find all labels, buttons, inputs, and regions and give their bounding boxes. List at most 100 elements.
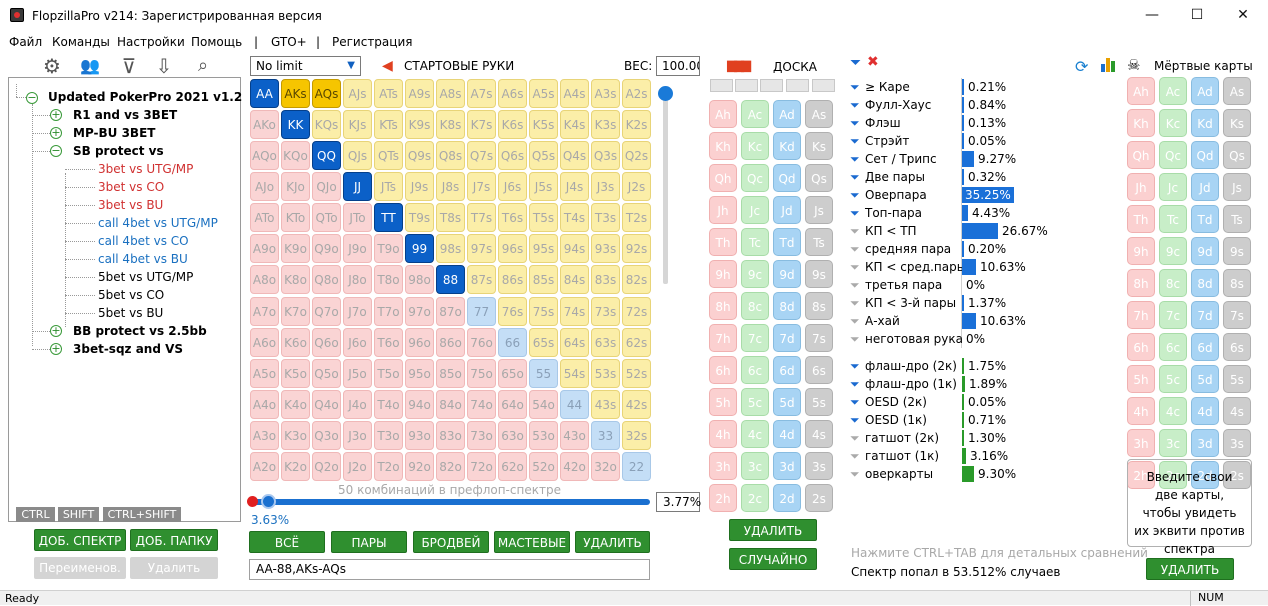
hand-cell[interactable]: 96o <box>405 328 434 357</box>
dead-card[interactable]: 7s <box>1223 301 1251 329</box>
hand-cell[interactable]: JTo <box>343 203 372 232</box>
board-card[interactable]: 5h <box>709 388 737 416</box>
hand-cell[interactable]: 87o <box>436 297 465 326</box>
hand-cell[interactable]: A7o <box>250 297 279 326</box>
dead-card[interactable]: 2d <box>1191 461 1219 489</box>
hand-cell[interactable]: Q4s <box>560 141 589 170</box>
hand-cell[interactable]: 85s <box>529 265 558 294</box>
hand-cell[interactable]: 62o <box>498 452 527 481</box>
dead-card[interactable]: Kh <box>1127 109 1155 137</box>
board-card[interactable]: 8d <box>773 292 801 320</box>
board-card[interactable]: 6h <box>709 356 737 384</box>
board-card[interactable]: 5s <box>805 388 833 416</box>
hand-cell[interactable]: 94s <box>560 234 589 263</box>
board-slot-1[interactable] <box>710 79 733 92</box>
hand-cell[interactable]: K2s <box>622 110 651 139</box>
hand-cell[interactable]: A2o <box>250 452 279 481</box>
dead-card[interactable]: Qd <box>1191 141 1219 169</box>
dead-card[interactable]: 8s <box>1223 269 1251 297</box>
dead-card[interactable]: Js <box>1223 173 1251 201</box>
hand-cell[interactable]: 65o <box>498 359 527 388</box>
tree-node[interactable]: call 4bet vs UTG/MP <box>98 216 218 230</box>
dead-card[interactable]: Th <box>1127 205 1155 233</box>
hand-cell[interactable]: T3o <box>374 421 403 450</box>
board-card[interactable]: 7s <box>805 324 833 352</box>
tree-node[interactable]: R1 and vs 3BET <box>73 108 178 122</box>
board-card[interactable]: 9s <box>805 260 833 288</box>
weight-input[interactable]: 100.00 <box>656 56 700 76</box>
board-card[interactable]: 9c <box>741 260 769 288</box>
hand-cell[interactable]: A4o <box>250 390 279 419</box>
hand-cell[interactable]: 32s <box>622 421 651 450</box>
hand-cell[interactable]: K3s <box>591 110 620 139</box>
hand-cell[interactable]: QQ <box>312 141 341 170</box>
maximize-button[interactable]: ☐ <box>1190 7 1204 23</box>
hand-cell[interactable]: Q6s <box>498 141 527 170</box>
hand-cell[interactable]: K5s <box>529 110 558 139</box>
hand-cell[interactable]: 77 <box>467 297 496 326</box>
filter-icon[interactable]: ⏷ <box>850 224 860 238</box>
refresh-icon[interactable]: ⟳ <box>1075 57 1089 76</box>
hand-cell[interactable]: 73o <box>467 421 496 450</box>
range-text-input[interactable]: AA-88,AKs-AQs <box>249 559 650 580</box>
broadway-button[interactable]: БРОДВЕЙ <box>413 531 489 553</box>
board-slot-4[interactable] <box>786 79 809 92</box>
collapse-icon[interactable]: − <box>26 91 38 104</box>
hand-cell[interactable]: 84o <box>436 390 465 419</box>
hand-cell[interactable]: 42s <box>622 390 651 419</box>
dead-card[interactable]: Ac <box>1159 77 1187 105</box>
hand-cell[interactable]: 52o <box>529 452 558 481</box>
dead-card[interactable]: 6s <box>1223 333 1251 361</box>
hand-cell[interactable]: 64s <box>560 328 589 357</box>
dead-card[interactable]: 9h <box>1127 237 1155 265</box>
gear-icon[interactable]: ⚙ <box>43 54 61 78</box>
hand-cell[interactable]: K7s <box>467 110 496 139</box>
hand-cell[interactable]: T3s <box>591 203 620 232</box>
filter-icon[interactable]: ⏷ <box>850 134 860 148</box>
import-icon[interactable]: ⇩ <box>155 54 173 78</box>
hand-cell[interactable]: 64o <box>498 390 527 419</box>
hand-cell[interactable]: Q3s <box>591 141 620 170</box>
hand-cell[interactable]: T9s <box>405 203 434 232</box>
hand-cell[interactable]: 87s <box>467 265 496 294</box>
menu-help[interactable]: Помощь <box>191 35 243 49</box>
board-random-button[interactable]: СЛУЧАЙНО <box>729 548 817 570</box>
hand-cell[interactable]: A6s <box>498 79 527 108</box>
hand-cell[interactable]: A8o <box>250 265 279 294</box>
dead-card[interactable]: Ah <box>1127 77 1155 105</box>
dead-card[interactable]: 5s <box>1223 365 1251 393</box>
filter-icon[interactable]: ⏷ <box>850 413 860 427</box>
board-card[interactable]: Qs <box>805 164 833 192</box>
dead-card[interactable]: Jd <box>1191 173 1219 201</box>
hand-cell[interactable]: KJs <box>343 110 372 139</box>
board-card[interactable]: Ts <box>805 228 833 256</box>
hand-cell[interactable]: Q9o <box>312 234 341 263</box>
hand-cell[interactable]: 62s <box>622 328 651 357</box>
hand-cell[interactable]: 43o <box>560 421 589 450</box>
dead-card[interactable]: Qh <box>1127 141 1155 169</box>
board-card[interactable]: Td <box>773 228 801 256</box>
hand-cell[interactable]: KK <box>281 110 310 139</box>
weight-slider-thumb[interactable] <box>658 86 673 101</box>
board-card[interactable]: 4d <box>773 420 801 448</box>
expand-icon[interactable]: + <box>50 324 62 337</box>
dead-card[interactable]: 6c <box>1159 333 1187 361</box>
clear-filter-icon[interactable]: ✖ <box>867 54 879 70</box>
hand-cell[interactable]: A5s <box>529 79 558 108</box>
board-card[interactable]: Qc <box>741 164 769 192</box>
board-card[interactable]: Kh <box>709 132 737 160</box>
hand-cell[interactable]: T5s <box>529 203 558 232</box>
hand-cell[interactable]: T6o <box>374 328 403 357</box>
board-card[interactable]: 5c <box>741 388 769 416</box>
limit-select[interactable]: No limit ▼ <box>250 56 361 76</box>
expand-icon[interactable]: + <box>50 108 62 121</box>
filter-icon[interactable]: ⏷ <box>850 395 860 409</box>
tree-node[interactable]: 3bet vs CO <box>98 180 165 194</box>
dead-card[interactable]: 4d <box>1191 397 1219 425</box>
tree-node[interactable]: 3bet vs UTG/MP <box>98 162 194 176</box>
tree-node[interactable]: 3bet-sqz and VS <box>73 342 184 356</box>
hand-cell[interactable]: 95s <box>529 234 558 263</box>
hand-cell[interactable]: 86s <box>498 265 527 294</box>
hand-cell[interactable]: 63o <box>498 421 527 450</box>
filter-icon[interactable]: ⏷ <box>850 188 860 202</box>
